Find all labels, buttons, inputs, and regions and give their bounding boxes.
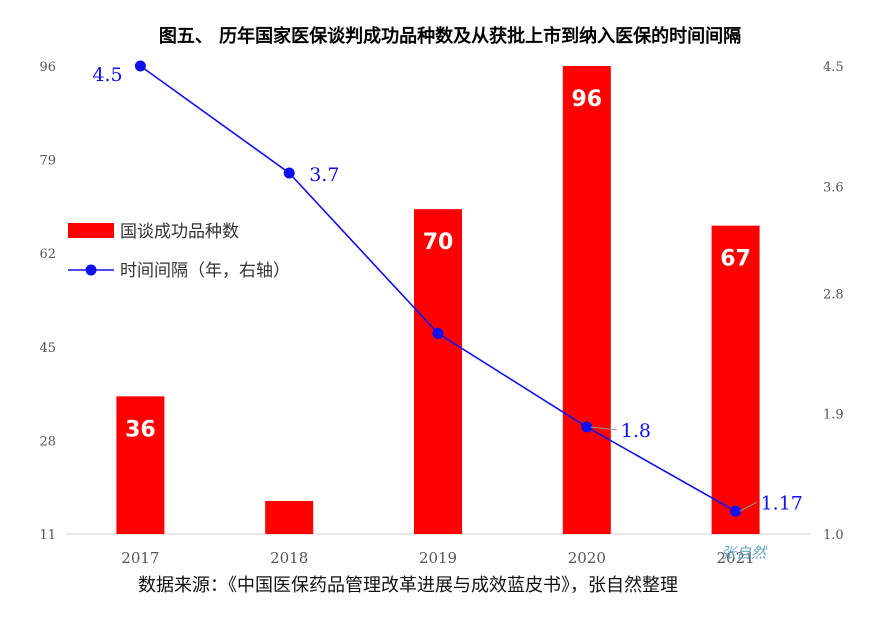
line-point	[581, 421, 593, 433]
y-left-tick-label: 45	[39, 341, 56, 356]
bar-series: 36 70 96 67	[116, 66, 760, 534]
bar	[414, 209, 462, 534]
bar	[265, 500, 314, 534]
bar-value-label: 67	[720, 247, 751, 272]
line-point-label: 1.8	[621, 420, 651, 442]
line-point-label: 4.5	[92, 64, 122, 86]
x-tick-label: 2019	[419, 549, 457, 567]
label-leader-line	[739, 501, 757, 512]
bar-value-label: 70	[423, 230, 454, 255]
line-point	[134, 60, 146, 72]
axes: 11 28 45 62 79 96 1.0 1.9 2.8 3.6 4.5 2017 2018 2019 2…	[39, 60, 843, 567]
watermark: 张自然	[721, 544, 768, 562]
x-tick-label: 2021	[717, 549, 755, 567]
legend-label-line: 时间间隔（年，右轴）	[120, 261, 290, 281]
line-point-label: 3.7	[309, 164, 339, 186]
line-point	[283, 167, 295, 179]
y-left-tick-label: 96	[39, 60, 56, 75]
legend-swatch-marker	[85, 264, 97, 276]
line-point-label: 1.17	[761, 492, 803, 514]
bar-value-label: 36	[125, 417, 156, 442]
y-right-tick-label: 2.8	[823, 287, 844, 302]
line-series: 4.5 3.7 1.8 1.17	[92, 60, 803, 517]
y-right-tick-label: 4.5	[823, 60, 844, 75]
x-tick-label: 2020	[568, 549, 606, 567]
y-left-tick-label: 62	[39, 247, 56, 262]
bar	[562, 66, 611, 534]
y-right-tick-label: 1.0	[823, 528, 844, 543]
y-right-tick-label: 3.6	[823, 180, 844, 195]
y-left-tick-label: 11	[39, 528, 56, 543]
bar	[711, 225, 760, 534]
y-left-tick-label: 28	[39, 434, 56, 449]
chart-title: 图五、 历年国家医保谈判成功品种数及从获批上市到纳入医保的时间间隔	[159, 25, 741, 47]
line-point	[730, 505, 742, 517]
y-right-tick-label: 1.9	[823, 408, 844, 423]
line-point	[432, 327, 444, 339]
x-tick-label: 2018	[270, 549, 308, 567]
x-tick-label: 2017	[121, 549, 159, 567]
bar-value-label: 96	[571, 87, 602, 112]
legend-swatch-bars	[68, 223, 114, 238]
source-note: 数据来源：《中国医保药品管理改革进展与成效蓝皮书》，张自然整理	[138, 575, 678, 596]
y-left-tick-label: 79	[39, 154, 56, 169]
legend-label-bars: 国谈成功品种数	[120, 222, 239, 242]
label-leader-line	[590, 426, 617, 431]
legend: 国谈成功品种数 时间间隔（年，右轴）	[68, 222, 290, 281]
bar	[116, 396, 165, 534]
